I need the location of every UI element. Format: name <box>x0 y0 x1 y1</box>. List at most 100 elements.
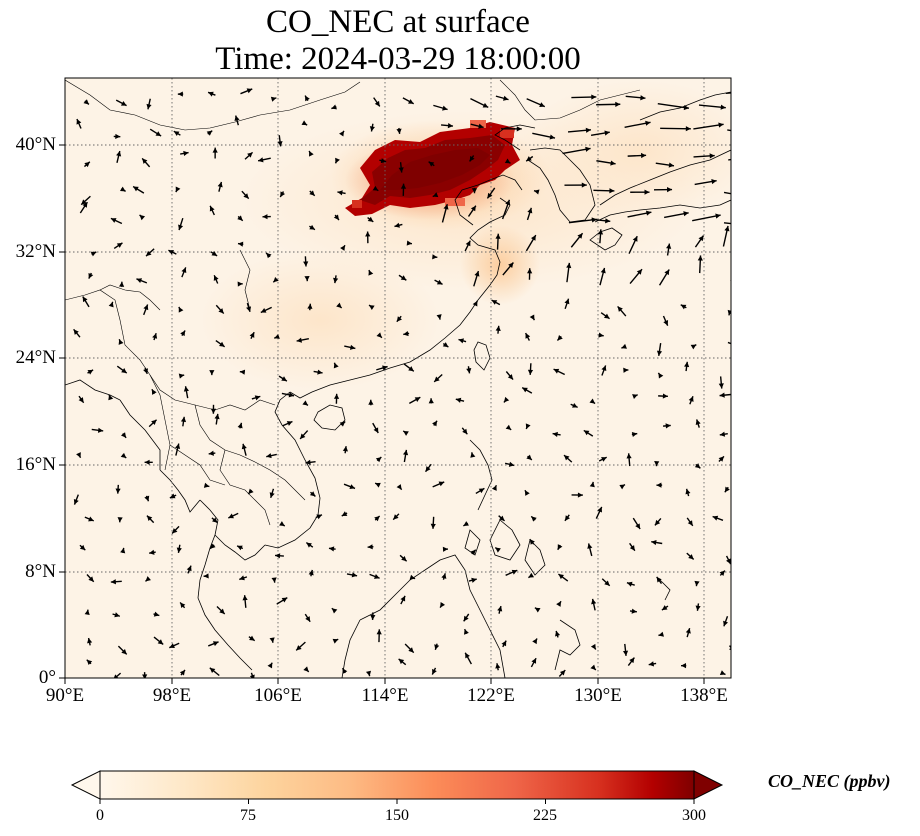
wind-arrow-head <box>121 649 127 655</box>
wind-arrow-head <box>333 362 339 369</box>
wind-arrow-head <box>471 577 477 583</box>
wind-arrow-head <box>728 647 731 651</box>
wind-arrow-head <box>262 214 268 220</box>
colorbar-bar <box>99 770 695 800</box>
wind-arrow-head <box>84 609 90 616</box>
wind-arrow-head <box>82 296 88 303</box>
wind-arrow-head <box>585 146 591 152</box>
wind-arrow-head <box>526 454 532 460</box>
wind-arrow-head <box>442 342 449 348</box>
wind-arrow-head <box>382 365 388 371</box>
wind-arrow-head <box>601 365 607 372</box>
wind-arrow-head <box>317 369 323 375</box>
wind-arrow-head <box>726 558 731 565</box>
wind-arrow-head <box>733 343 739 348</box>
wind-arrow-head <box>180 602 186 608</box>
map-frame <box>64 77 732 679</box>
wind-arrow-head <box>396 128 402 134</box>
wind-arrow-head <box>503 396 510 403</box>
wind-arrow-head <box>688 396 694 402</box>
wind-arrow-head <box>79 544 86 551</box>
wind-arrow-head <box>621 343 627 349</box>
wind-arrow-head <box>178 224 184 231</box>
wind-arrow-head <box>401 555 407 562</box>
wind-arrow-head <box>683 211 689 217</box>
wind-arrow-head <box>210 543 216 549</box>
wind-arrow-head <box>583 430 590 436</box>
wind-arrow-head <box>400 183 407 189</box>
wind-arrow-head <box>97 427 104 433</box>
wind-arrow-head <box>591 598 597 605</box>
wind-arrow-head <box>396 484 402 490</box>
wind-arrow-shaft <box>693 123 724 130</box>
wind-arrow-head <box>309 491 316 497</box>
wind-arrow-head <box>470 452 476 458</box>
wind-arrow-head <box>667 187 673 193</box>
wind-arrow-head <box>478 488 485 494</box>
wind-arrow-head <box>662 393 668 399</box>
wind-arrow-head <box>175 443 181 450</box>
wind-arrow-head <box>622 650 629 656</box>
wind-arrow-head <box>305 95 310 102</box>
wind-arrow-head <box>666 243 672 249</box>
wind-arrow-head <box>146 103 152 110</box>
lon-label: 130°E <box>574 685 622 706</box>
wind-arrow-head <box>209 667 216 674</box>
wind-arrow-head <box>151 389 157 395</box>
wind-arrow-head <box>636 269 643 275</box>
wind-arrow-head <box>748 194 753 199</box>
lon-label: 114°E <box>361 685 409 706</box>
lat-label: 32°N <box>15 241 56 262</box>
wind-arrow-head <box>239 575 245 581</box>
wind-arrow-head <box>144 495 150 502</box>
wind-arrow-head <box>527 268 533 274</box>
wind-arrow-head <box>495 663 501 669</box>
wind-arrow-head <box>203 573 209 579</box>
wind-arrow-head <box>629 545 635 551</box>
wind-arrow-head <box>273 276 279 283</box>
wind-arrow-head <box>144 459 150 465</box>
wind-arrow-head <box>432 668 437 675</box>
colorbar-tick-label: 0 <box>96 807 104 824</box>
wind-arrow-head <box>342 668 348 674</box>
wind-arrow-head <box>690 344 697 350</box>
wind-arrow-head <box>549 134 556 140</box>
wind-arrow-head <box>442 546 448 552</box>
wind-arrow-head <box>90 251 97 257</box>
wind-arrow-head <box>640 95 646 101</box>
wind-arrow-head <box>688 554 694 560</box>
wind-arrow-head <box>281 597 288 603</box>
wind-arrow-head <box>447 123 454 129</box>
wind-arrow-head <box>587 543 593 549</box>
wind-arrow-head <box>533 189 540 195</box>
wind-arrow-head <box>553 368 560 374</box>
wind-arrow-head <box>406 240 412 246</box>
wind-arrow-head <box>331 104 337 110</box>
wind-arrow-head <box>656 482 662 488</box>
wind-arrow-head <box>615 101 621 107</box>
wind-arrow-head <box>504 158 511 164</box>
wind-arrow-head <box>508 262 514 269</box>
lat-label: 24°N <box>15 347 56 368</box>
wind-arrow-head <box>685 628 691 634</box>
wind-arrow-head <box>465 240 471 247</box>
wind-arrow-head <box>658 372 664 379</box>
wind-arrow-head <box>157 639 164 645</box>
map-title: CO_NEC at surface <box>266 4 530 40</box>
wind-arrow-head <box>110 579 117 585</box>
wind-arrow-head <box>724 225 730 232</box>
wind-arrow-head <box>589 398 596 404</box>
wind-arrow-head <box>718 122 724 128</box>
wind-arrow-head <box>744 89 749 94</box>
wind-arrow-head <box>143 368 149 374</box>
wind-arrow-head <box>203 482 210 488</box>
wind-arrow-head <box>208 450 214 456</box>
wind-arrow-head <box>604 580 610 586</box>
wind-arrow-head <box>465 652 470 659</box>
wind-arrow-head <box>349 344 356 350</box>
wind-arrow-head <box>680 304 687 310</box>
wind-arrow-head <box>403 430 409 436</box>
wind-arrow-head <box>601 457 607 462</box>
wind-arrow-head <box>151 419 157 426</box>
wind-arrow-head <box>661 605 668 611</box>
